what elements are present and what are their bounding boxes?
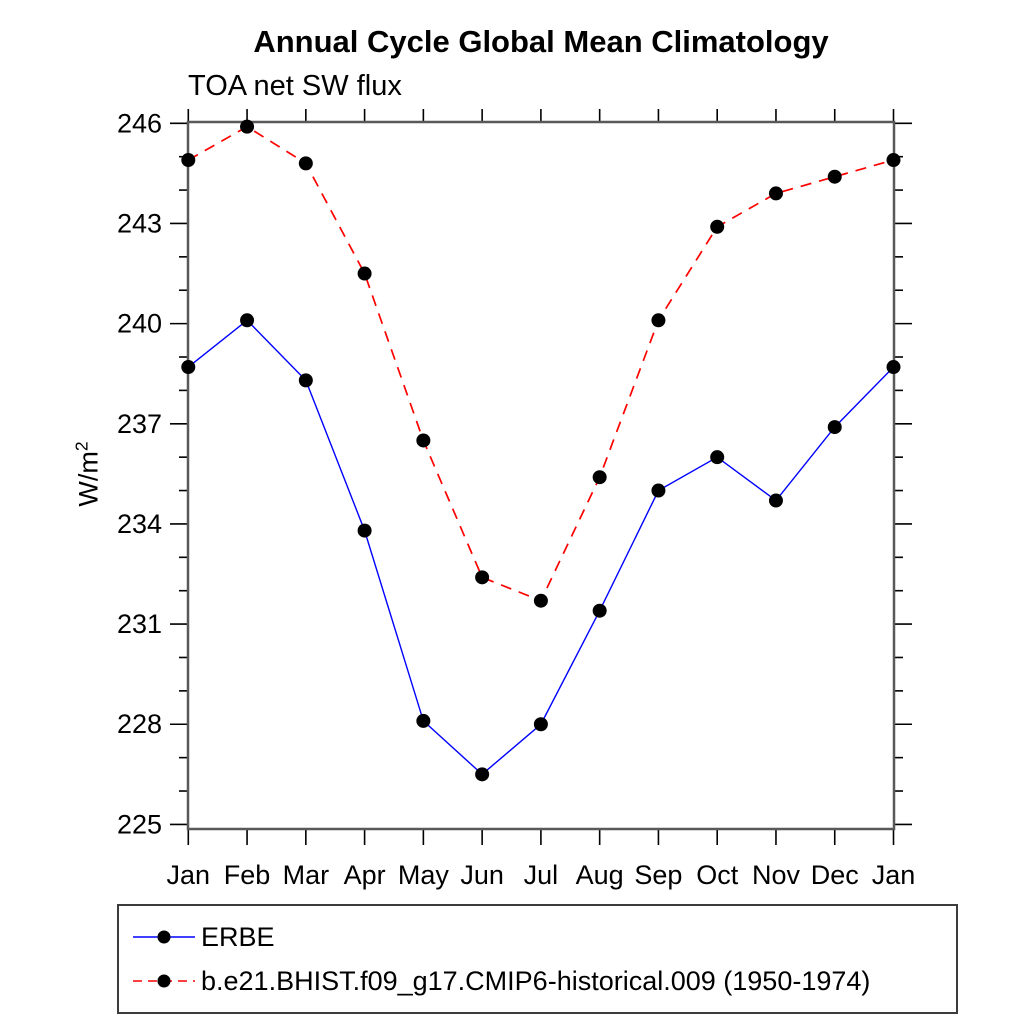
series-line-1 xyxy=(187,125,894,602)
data-point-marker xyxy=(357,523,372,538)
data-point-marker xyxy=(710,450,725,465)
chart-title: Annual Cycle Global Mean Climatology xyxy=(253,24,829,59)
legend-marker-dot-icon xyxy=(157,930,171,944)
data-point-marker xyxy=(827,169,842,184)
data-point-marker xyxy=(240,313,255,328)
y-tick-label: 246 xyxy=(117,108,162,138)
data-point-marker xyxy=(181,360,196,375)
data-point-marker xyxy=(533,593,548,608)
legend-label-erbe: ERBE xyxy=(201,921,275,952)
data-point-marker xyxy=(357,266,372,281)
y-tick-label: 240 xyxy=(117,309,162,339)
legend-item-erbe: ERBE xyxy=(131,919,956,955)
x-tick-label: Jun xyxy=(460,860,504,890)
x-tick-label: Jan xyxy=(872,860,916,890)
x-tick-label: Aug xyxy=(576,860,624,890)
data-point-marker xyxy=(416,433,431,448)
data-point-marker xyxy=(240,119,255,134)
series-line-0 xyxy=(187,319,895,776)
y-tick-label: 228 xyxy=(117,709,162,739)
y-tick-label: 234 xyxy=(117,509,162,539)
y-tick-label: 243 xyxy=(117,208,162,238)
x-tick-label: Mar xyxy=(283,860,330,890)
data-point-marker xyxy=(592,470,607,485)
data-point-marker xyxy=(827,420,842,435)
y-tick-label: 225 xyxy=(117,809,162,839)
plot-frame xyxy=(186,120,896,831)
data-point-marker xyxy=(651,483,666,498)
data-point-marker xyxy=(181,153,196,168)
data-point-marker xyxy=(475,570,490,585)
data-point-marker xyxy=(298,373,313,388)
x-tick-label: Oct xyxy=(696,860,739,890)
data-point-marker xyxy=(592,603,607,618)
x-tick-label: Jan xyxy=(167,860,211,890)
data-point-marker xyxy=(475,767,490,782)
data-point-marker xyxy=(710,219,725,234)
legend-swatch-solid-line xyxy=(133,930,195,944)
data-point-marker xyxy=(768,493,783,508)
data-point-marker xyxy=(416,713,431,728)
data-point-marker xyxy=(768,186,783,201)
x-tick-label: Feb xyxy=(224,860,271,890)
y-tick-label: 237 xyxy=(117,409,162,439)
legend-label-model: b.e21.BHIST.f09_g17.CMIP6-historical.009… xyxy=(201,965,871,996)
x-tick-label: Dec xyxy=(811,860,859,890)
chart-subtitle: TOA net SW flux xyxy=(188,70,402,102)
x-tick-label: Nov xyxy=(752,860,801,890)
data-point-marker xyxy=(886,360,901,375)
y-tick-label: 231 xyxy=(117,609,162,639)
legend-swatch-dashed-line xyxy=(133,974,195,988)
legend-box: ERBE b.e21.BHIST.f09_g17.CMIP6-historica… xyxy=(117,904,958,1014)
data-point-marker xyxy=(533,717,548,732)
data-point-marker xyxy=(886,153,901,168)
legend-marker-dot-icon xyxy=(157,974,171,988)
x-tick-label: Apr xyxy=(344,860,386,890)
legend-item-model: b.e21.BHIST.f09_g17.CMIP6-historical.009… xyxy=(131,963,956,999)
x-tick-label: Jul xyxy=(524,860,559,890)
data-point-marker xyxy=(651,313,666,328)
x-tick-label: May xyxy=(398,860,450,890)
x-tick-label: Sep xyxy=(634,860,682,890)
data-point-marker xyxy=(298,156,313,171)
